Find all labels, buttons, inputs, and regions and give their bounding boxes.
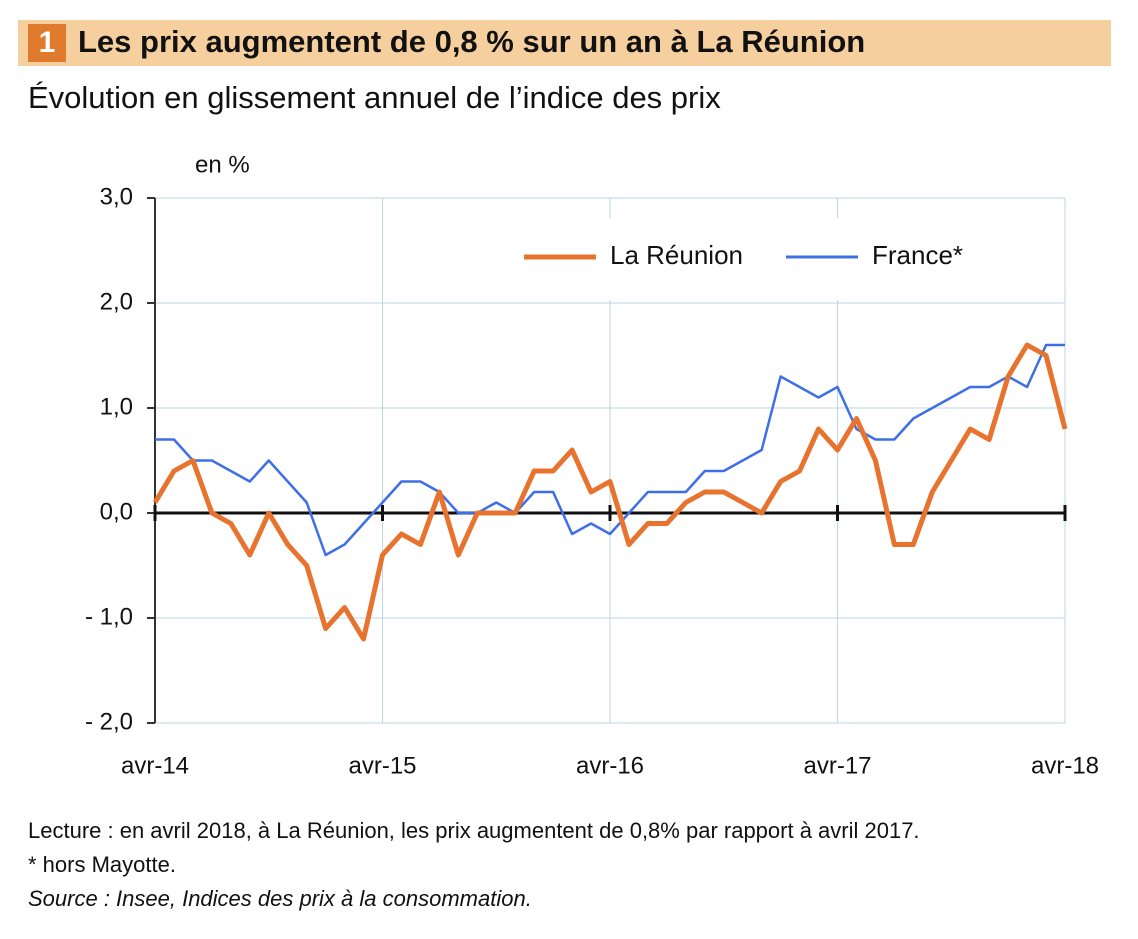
x-tick-label: avr-17 xyxy=(803,752,871,779)
series-line xyxy=(155,343,1065,557)
y-tick-label: 2,0 xyxy=(100,288,133,315)
y-axis-label: en % xyxy=(195,151,250,178)
badge xyxy=(28,24,66,62)
chart-subtitle: Évolution en glissement annuel de l’indi… xyxy=(28,80,721,115)
y-tick-label: 0,0 xyxy=(100,498,133,525)
y-tick-label: - 1,0 xyxy=(85,603,133,630)
source: Source : Insee, Indices des prix à la co… xyxy=(28,886,532,911)
x-tick-label: avr-16 xyxy=(576,752,644,779)
y-tick-label: - 2,0 xyxy=(85,708,133,735)
title-band xyxy=(18,20,1111,66)
y-tick-label: 1,0 xyxy=(100,393,133,420)
chart-title: Les prix augmentent de 0,8 % sur un an à… xyxy=(78,24,865,59)
y-tick-label: 3,0 xyxy=(100,183,133,210)
legend-label: France* xyxy=(872,240,963,270)
x-tick-label: avr-14 xyxy=(121,752,189,779)
x-tick-label: avr-15 xyxy=(348,752,416,779)
note: Lecture : en avril 2018, à La Réunion, l… xyxy=(28,818,920,843)
series-line xyxy=(152,342,1068,642)
x-tick-label: avr-18 xyxy=(1031,752,1099,779)
legend-label: La Réunion xyxy=(610,240,743,270)
badge-number: 1 xyxy=(39,26,56,59)
note: * hors Mayotte. xyxy=(28,852,176,877)
